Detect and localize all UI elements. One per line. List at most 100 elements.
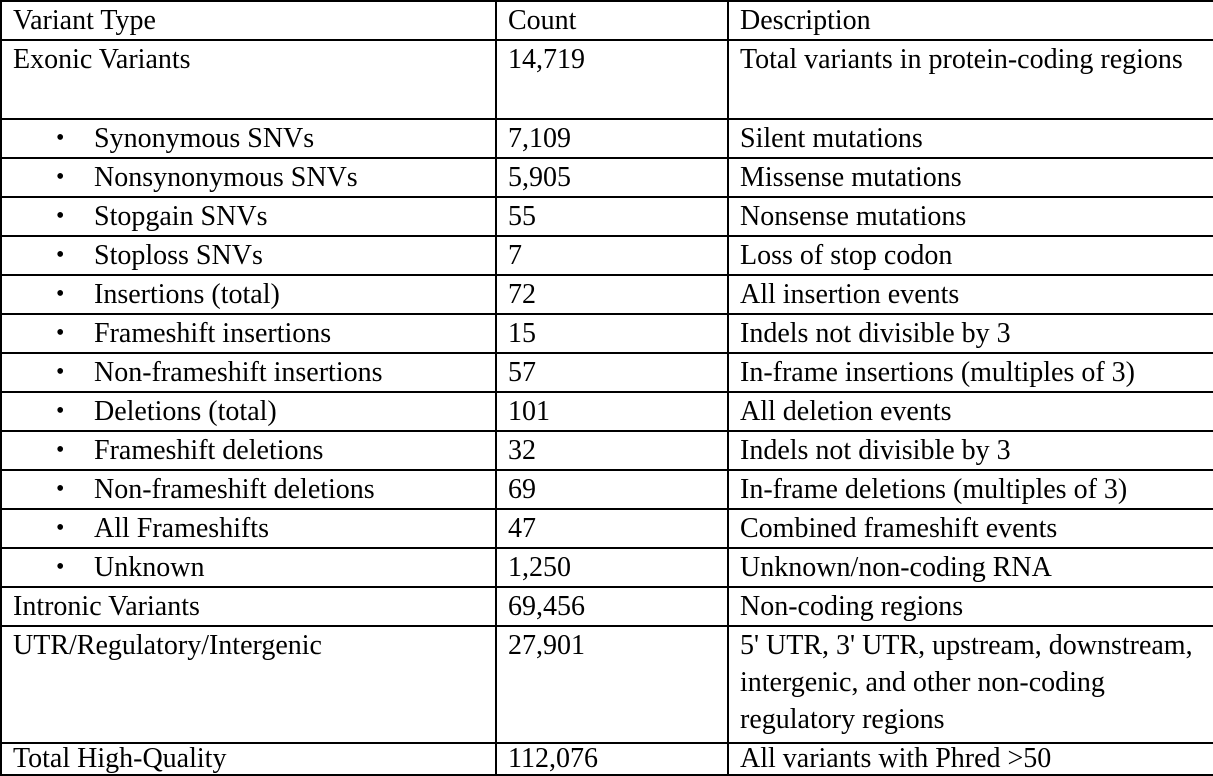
variant-type-label: Deletions (total) [94, 396, 277, 427]
description-cell: All insertion events [727, 274, 1213, 315]
variant-type-cell: • Deletions (total) [0, 391, 497, 432]
variant-type-content: Total High-Quality [13, 743, 487, 774]
variant-type-content: • Nonsynonymous SNVs [13, 160, 487, 195]
table-row: UTR/Regulatory/Intergenic 27,901 5' UTR, 3… [0, 625, 1213, 744]
count-cell: 27,901 [495, 625, 729, 744]
column-header-description: Description [727, 0, 1213, 41]
count-cell: 69 [495, 469, 729, 510]
description-cell: All deletion events [727, 391, 1213, 432]
variant-type-cell: • Unknown [0, 547, 497, 588]
variant-type-label: Stoploss SNVs [94, 240, 263, 271]
bullet-icon: • [56, 125, 65, 151]
bullet-icon: • [56, 164, 65, 190]
description-cell: Indels not divisible by 3 [727, 430, 1213, 471]
variant-type-content: • Stopgain SNVs [13, 199, 487, 234]
description-cell: Total variants in protein-coding regions [727, 39, 1213, 120]
variant-type-cell: • Non-frameshift deletions [0, 469, 497, 510]
table-row: • Insertions (total) 72 All insertion event… [0, 274, 1213, 315]
bullet-icon: • [56, 281, 65, 307]
variant-type-label: Total High-Quality [13, 743, 227, 774]
bullet-icon: • [56, 242, 65, 268]
table-row: • Non-frameshift deletions 69 In-frame dele… [0, 469, 1213, 510]
description-cell: Nonsense mutations [727, 196, 1213, 237]
variant-type-cell: • Nonsynonymous SNVs [0, 157, 497, 198]
variant-type-label: Stopgain SNVs [94, 201, 268, 232]
count-cell: 7 [495, 235, 729, 276]
description-cell: Non-coding regions [727, 586, 1213, 627]
variant-type-cell: • Non-frameshift insertions [0, 352, 497, 393]
table-row: • Non-frameshift insertions 57 In-frame ins… [0, 352, 1213, 393]
bullet-icon: • [56, 554, 65, 580]
variant-type-cell: • All Frameshifts [0, 508, 497, 549]
description-cell: All variants with Phred >50 [727, 742, 1213, 776]
description-cell: Loss of stop codon [727, 235, 1213, 276]
description-cell: Combined frameshift events [727, 508, 1213, 549]
table-row: • All Frameshifts 47 Combined frameshift ev… [0, 508, 1213, 549]
count-cell: 72 [495, 274, 729, 315]
count-cell: 15 [495, 313, 729, 354]
variant-type-cell: • Frameshift deletions [0, 430, 497, 471]
column-header-variant-type: Variant Type [0, 0, 497, 41]
variant-type-cell: Exonic Variants [0, 39, 497, 120]
table-row: Intronic Variants 69,456 Non-coding region… [0, 586, 1213, 627]
variant-type-label: Insertions (total) [94, 279, 280, 310]
variant-type-content: Exonic Variants [13, 42, 487, 78]
variant-type-cell: UTR/Regulatory/Intergenic [0, 625, 497, 744]
variant-type-content: • Non-frameshift insertions [13, 355, 487, 390]
variant-type-label: Synonymous SNVs [94, 123, 315, 154]
variant-type-cell: • Synonymous SNVs [0, 118, 497, 159]
table-row: • Stoploss SNVs 7 Loss of stop codon [0, 235, 1213, 276]
bullet-icon: • [56, 437, 65, 463]
variant-type-content: Intronic Variants [13, 589, 487, 624]
variant-type-cell: • Stoploss SNVs [0, 235, 497, 276]
table-row: • Frameshift insertions 15 Indels not divis… [0, 313, 1213, 354]
variant-type-content: • Non-frameshift deletions [13, 472, 487, 507]
description-cell: Unknown/non-coding RNA [727, 547, 1213, 588]
variant-type-cell: • Insertions (total) [0, 274, 497, 315]
count-cell: 112,076 [495, 742, 729, 776]
bullet-icon: • [56, 203, 65, 229]
variant-type-content: • All Frameshifts [13, 511, 487, 546]
bullet-icon: • [56, 398, 65, 424]
table-header-row: Variant Type Count Description [0, 0, 1213, 41]
variant-type-content: UTR/Regulatory/Intergenic [13, 628, 487, 664]
count-cell: 14,719 [495, 39, 729, 120]
count-cell: 32 [495, 430, 729, 471]
count-cell: 55 [495, 196, 729, 237]
table-row: • Stopgain SNVs 55 Nonsense mutations [0, 196, 1213, 237]
bullet-icon: • [56, 359, 65, 385]
table-row: Total High-Quality 112,076 All variants wi… [0, 742, 1213, 776]
count-cell: 57 [495, 352, 729, 393]
variant-type-label: Unknown [94, 552, 205, 583]
variant-type-cell: Intronic Variants [0, 586, 497, 627]
table-row: • Frameshift deletions 32 Indels not divisi… [0, 430, 1213, 471]
variant-type-content: • Frameshift insertions [13, 316, 487, 351]
variant-type-label: Frameshift insertions [94, 318, 332, 349]
variant-type-content: • Deletions (total) [13, 394, 487, 429]
variant-type-label: Non-frameshift insertions [94, 357, 383, 388]
variant-type-content: • Insertions (total) [13, 277, 487, 312]
bullet-icon: • [56, 515, 65, 541]
variant-type-cell: • Frameshift insertions [0, 313, 497, 354]
variant-type-label: All Frameshifts [94, 513, 269, 544]
variant-type-cell: • Stopgain SNVs [0, 196, 497, 237]
count-cell: 69,456 [495, 586, 729, 627]
description-cell: In-frame insertions (multiples of 3) [727, 352, 1213, 393]
variant-type-label: Intronic Variants [13, 591, 200, 622]
variant-type-content: • Synonymous SNVs [13, 121, 487, 156]
table-row: • Nonsynonymous SNVs 5,905 Missense mutatio… [0, 157, 1213, 198]
count-cell: 101 [495, 391, 729, 432]
description-cell: Missense mutations [727, 157, 1213, 198]
count-cell: 1,250 [495, 547, 729, 588]
count-cell: 47 [495, 508, 729, 549]
bullet-icon: • [56, 476, 65, 502]
variant-type-label: Exonic Variants [13, 44, 191, 75]
variant-type-label: Nonsynonymous SNVs [94, 162, 358, 193]
table-body: Exonic Variants 14,719 Total variants in p… [0, 39, 1213, 776]
variant-type-content: • Stoploss SNVs [13, 238, 487, 273]
variant-type-content: • Unknown [13, 550, 487, 585]
description-cell: Indels not divisible by 3 [727, 313, 1213, 354]
column-header-count: Count [495, 0, 729, 41]
variant-type-content: • Frameshift deletions [13, 433, 487, 468]
